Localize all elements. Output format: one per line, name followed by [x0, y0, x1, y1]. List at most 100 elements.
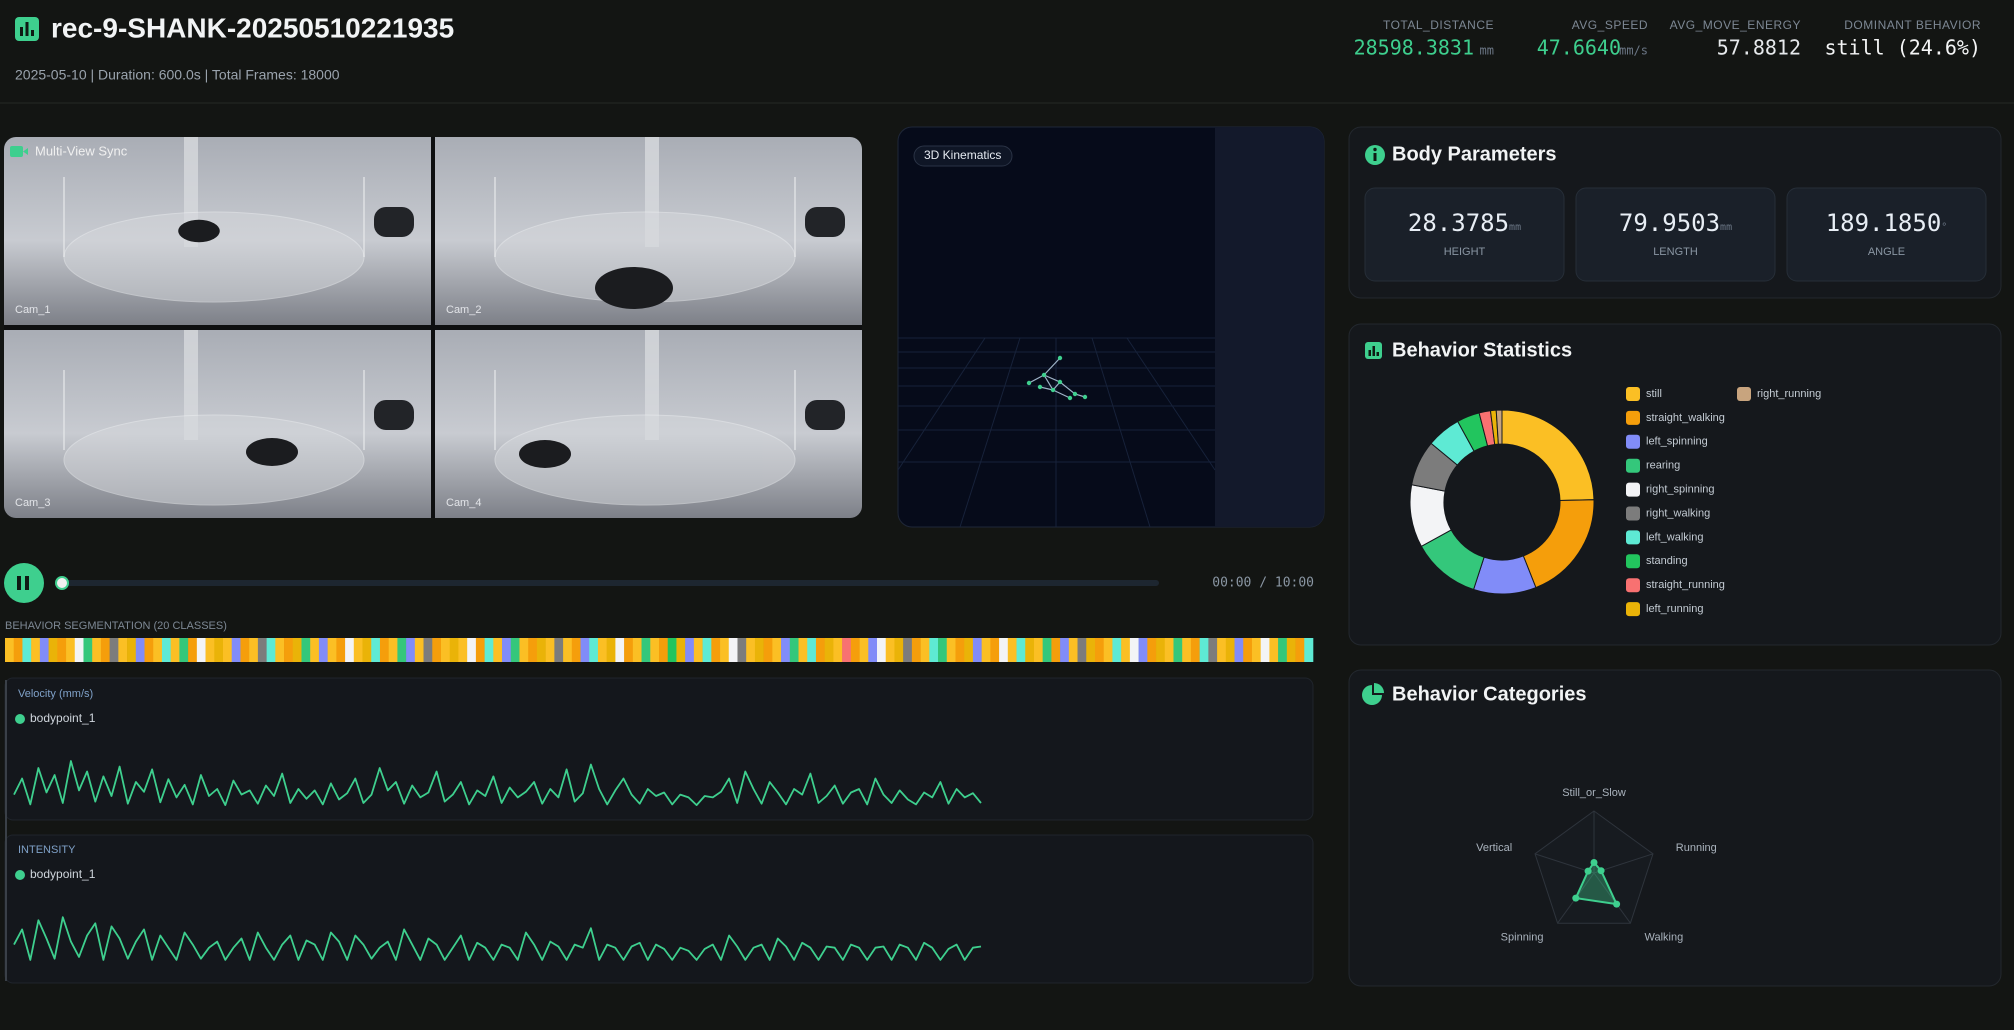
camera-icon	[23, 148, 28, 155]
kinematics-badge	[913, 145, 1013, 167]
metric-label: AVG_MOVE_ENERGY	[1670, 18, 1801, 32]
legend-label: left_spinning	[1646, 436, 1708, 448]
segment	[161, 638, 171, 662]
segment	[432, 638, 442, 662]
segment	[179, 638, 189, 662]
segment	[257, 638, 267, 662]
parameter-label: HEIGHT	[1444, 246, 1486, 258]
camera-label: Cam_4	[446, 497, 481, 509]
segment	[972, 638, 982, 662]
parameter-unit: mm	[1509, 222, 1521, 233]
parameter-card	[1786, 187, 1987, 282]
legend-label: left_running	[1646, 603, 1704, 615]
metric-value: still (24.6%)	[1824, 36, 1981, 60]
segment	[345, 638, 355, 662]
segment	[458, 638, 468, 662]
camera-label: Cam_3	[15, 497, 50, 509]
segment	[423, 638, 433, 662]
segment	[1033, 638, 1043, 662]
segment	[1251, 638, 1261, 662]
legend-label: standing	[1646, 555, 1688, 567]
legend-swatch	[1626, 554, 1640, 569]
intensity-panel	[4, 834, 1314, 984]
chart-icon	[1368, 350, 1371, 356]
behavior-categories-panel	[1348, 669, 2002, 987]
floor-grid	[898, 337, 1216, 527]
radar-label: Walking	[1645, 932, 1684, 944]
segment	[1225, 638, 1235, 662]
segment	[1164, 638, 1174, 662]
segment	[728, 638, 738, 662]
segment	[946, 638, 956, 662]
segment	[31, 638, 41, 662]
segment	[1016, 638, 1026, 662]
metric-unit: mm/s	[1619, 44, 1648, 58]
logo-bar	[20, 27, 23, 36]
segment	[362, 638, 372, 662]
segment	[92, 638, 102, 662]
arena-floor	[63, 414, 365, 506]
arena-wall	[494, 370, 796, 450]
segment	[807, 638, 817, 662]
segment	[1060, 638, 1070, 662]
segment	[571, 638, 581, 662]
mouse	[519, 440, 571, 468]
play-button[interactable]	[4, 563, 44, 603]
camera-mount	[805, 207, 845, 237]
segment	[5, 638, 15, 662]
camera-label: Cam_1	[15, 304, 50, 316]
radar-spoke	[1534, 853, 1595, 874]
segment	[1208, 638, 1218, 662]
camera-view: Cam_3	[4, 330, 431, 518]
segment	[641, 638, 651, 662]
segment	[964, 638, 974, 662]
segment	[336, 638, 346, 662]
camera-icon	[10, 146, 23, 157]
segment	[449, 638, 459, 662]
segment	[249, 638, 259, 662]
segment	[493, 638, 503, 662]
segment	[57, 638, 67, 662]
segment	[118, 638, 128, 662]
info-icon	[1373, 147, 1377, 152]
segment	[1112, 638, 1122, 662]
radar-label: Vertical	[1476, 842, 1512, 854]
metric-unit: mm	[1480, 44, 1494, 58]
segment	[467, 638, 477, 662]
camera-view: Cam_4	[435, 330, 862, 518]
legend-swatch	[15, 870, 25, 880]
radar-label: Spinning	[1501, 932, 1544, 944]
radar-point	[1613, 900, 1621, 908]
mouse	[595, 267, 673, 309]
legend-label: bodypoint_1	[30, 711, 96, 725]
parameter-unit: mm	[1720, 222, 1732, 233]
segment	[1182, 638, 1192, 662]
segment	[597, 638, 607, 662]
metric-value: 57.8812	[1717, 36, 1801, 60]
segment	[1095, 638, 1105, 662]
segment	[938, 638, 948, 662]
segment	[1068, 638, 1078, 662]
segment	[903, 638, 913, 662]
segment	[824, 638, 834, 662]
kinematics-scene	[898, 127, 1324, 527]
segment	[1025, 638, 1035, 662]
segment	[615, 638, 625, 662]
segment	[196, 638, 206, 662]
arena-wall	[63, 177, 365, 257]
legend-swatch	[1626, 602, 1640, 617]
segment	[1234, 638, 1244, 662]
camera-label: Cam_2	[446, 304, 481, 316]
segment	[231, 638, 241, 662]
segment	[528, 638, 538, 662]
segment	[1304, 638, 1314, 662]
segment	[22, 638, 32, 662]
progress-knob[interactable]	[55, 576, 69, 590]
segment	[589, 638, 599, 662]
segment	[371, 638, 381, 662]
radar-label: Running	[1676, 842, 1717, 854]
segment	[13, 638, 23, 662]
segment	[153, 638, 163, 662]
parameter-card	[1364, 187, 1565, 282]
camera-mount	[805, 400, 845, 430]
